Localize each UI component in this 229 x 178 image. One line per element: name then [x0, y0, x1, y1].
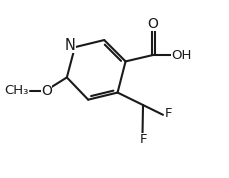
Text: CH₃: CH₃ — [4, 84, 28, 97]
Text: F: F — [139, 133, 147, 146]
Text: OH: OH — [170, 49, 191, 62]
Text: F: F — [164, 107, 171, 121]
Text: O: O — [147, 17, 158, 31]
Text: N: N — [65, 38, 76, 53]
Text: O: O — [41, 84, 52, 98]
